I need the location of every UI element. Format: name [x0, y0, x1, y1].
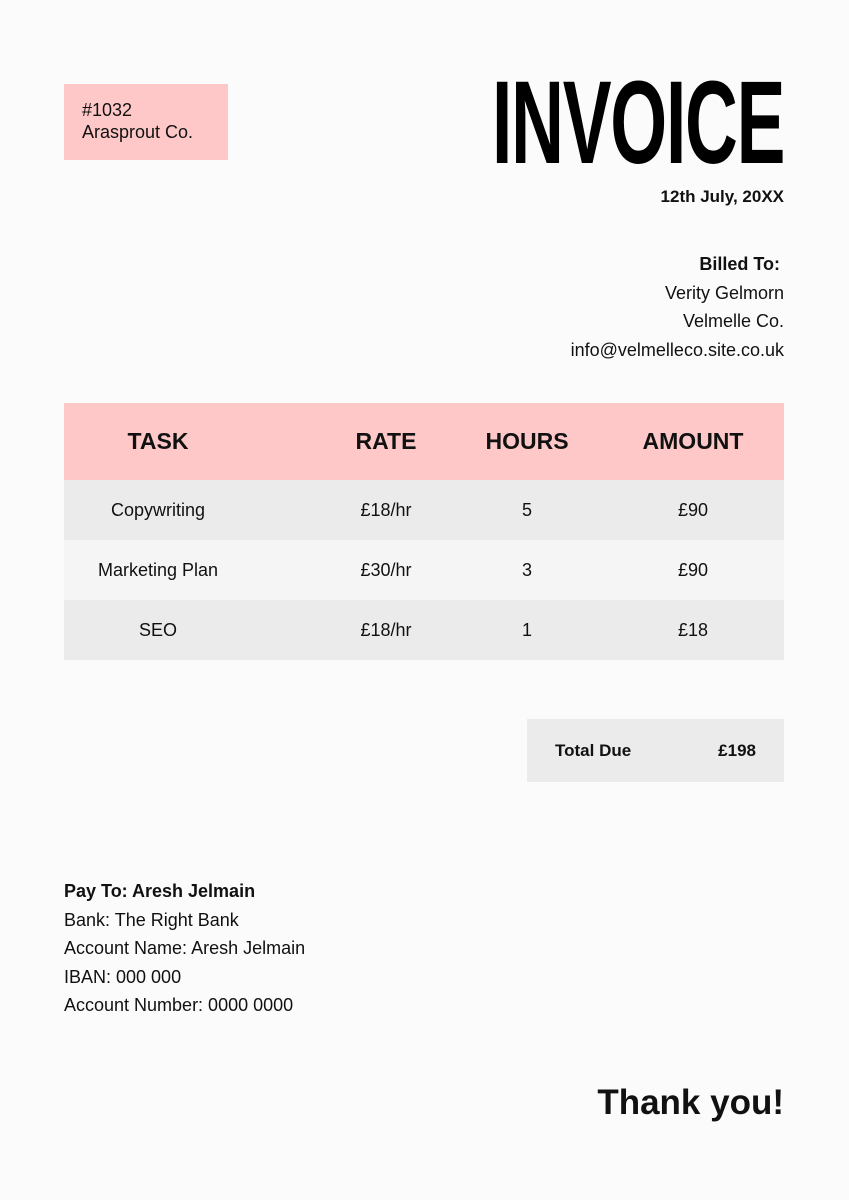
header-task: TASK — [127, 428, 189, 454]
account-number-line: Account Number: 0000 0000 — [64, 995, 294, 1015]
amount-cell: £18 — [677, 620, 709, 640]
invoice-number-tag: #1032 Arasprout Co. — [64, 84, 228, 160]
billed-to: Billed To: Verity Gelmorn Velmelle Co. i… — [571, 250, 784, 364]
hours-cell: 5 — [521, 500, 532, 520]
amount-cell: £90 — [677, 560, 709, 580]
invoice-number: #1032 — [82, 100, 133, 120]
total-due-box: Total Due £198 — [527, 719, 784, 782]
account-name-line: Account Name: Aresh Jelmain — [64, 938, 306, 958]
sender-company: Arasprout Co. — [82, 122, 194, 142]
rate-cell: £18/hr — [360, 500, 412, 520]
header-hours: HOURS — [485, 428, 569, 454]
thank-you: Thank you! — [597, 1083, 784, 1122]
task-cell: SEO — [138, 620, 177, 640]
total-due-value: £198 — [718, 741, 756, 760]
iban-line: IBAN: 000 000 — [64, 966, 182, 987]
header-rate: RATE — [355, 428, 417, 454]
bank-line: Bank: The Right Bank — [64, 909, 239, 930]
hours-cell: 1 — [521, 620, 532, 640]
table-row: Marketing Plan £30/hr 3 £90 — [64, 540, 784, 600]
rate-cell: £30/hr — [360, 560, 412, 580]
task-cell: Marketing Plan — [97, 560, 219, 580]
payment-details: Pay To: Aresh Jelmain Bank: The Right Ba… — [64, 877, 305, 1020]
table-header: TASK RATE HOURS AMOUNT — [64, 403, 784, 480]
task-cell: Copywriting — [110, 500, 206, 520]
billed-to-name: Verity Gelmorn — [664, 282, 784, 303]
total-due-label: Total Due — [555, 741, 632, 760]
page-title: INVOICE — [491, 57, 785, 189]
hours-cell: 3 — [521, 560, 532, 580]
billed-to-company: Velmelle Co. — [682, 311, 784, 331]
invoice-date: 12th July, 20XX — [660, 187, 784, 206]
table-row: SEO £18/hr 1 £18 — [64, 600, 784, 660]
invoice-table: TASK RATE HOURS AMOUNT Copywriting £18/h… — [64, 403, 784, 660]
header-amount: AMOUNT — [642, 428, 744, 454]
table-row: Copywriting £18/hr 5 £90 — [64, 480, 784, 540]
rate-cell: £18/hr — [360, 620, 412, 640]
pay-to-heading: Pay To: Aresh Jelmain — [64, 881, 256, 901]
amount-cell: £90 — [677, 500, 709, 520]
billed-to-email: info@velmelleco.site.co.uk — [570, 339, 784, 360]
billed-to-heading: Billed To: — [699, 254, 780, 274]
